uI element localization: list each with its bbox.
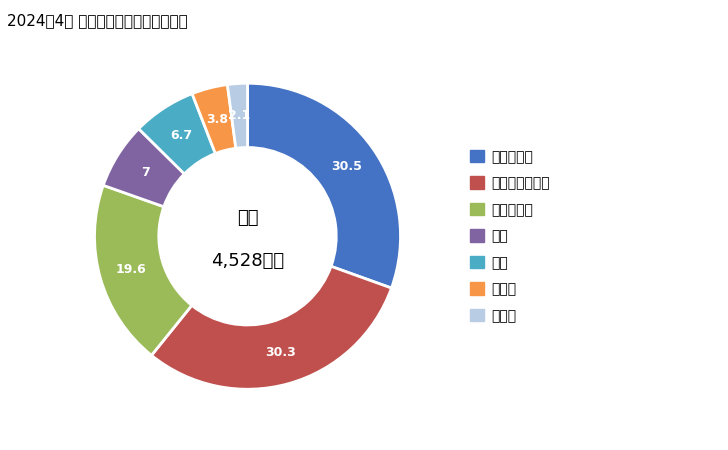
Text: 総額: 総額: [237, 209, 258, 227]
Wedge shape: [151, 266, 392, 389]
Text: 2024年4月 輸入相手国のシェア（％）: 2024年4月 輸入相手国のシェア（％）: [7, 14, 188, 28]
Text: 19.6: 19.6: [116, 263, 146, 276]
Wedge shape: [138, 94, 215, 174]
Text: 2.1: 2.1: [229, 109, 250, 122]
Wedge shape: [192, 85, 236, 153]
Wedge shape: [103, 129, 184, 207]
Wedge shape: [248, 83, 400, 288]
Text: 3.8: 3.8: [207, 112, 229, 126]
Text: 30.5: 30.5: [331, 160, 362, 173]
Legend: マレーシア, バングラデシュ, フィリピン, 韓国, 中国, インド, その他: マレーシア, バングラデシュ, フィリピン, 韓国, 中国, インド, その他: [465, 144, 555, 328]
Text: 30.3: 30.3: [265, 346, 296, 359]
Wedge shape: [95, 185, 191, 356]
Text: 6.7: 6.7: [170, 129, 192, 142]
Text: 4,528万円: 4,528万円: [211, 252, 284, 270]
Wedge shape: [227, 83, 248, 148]
Text: 7: 7: [141, 166, 149, 179]
